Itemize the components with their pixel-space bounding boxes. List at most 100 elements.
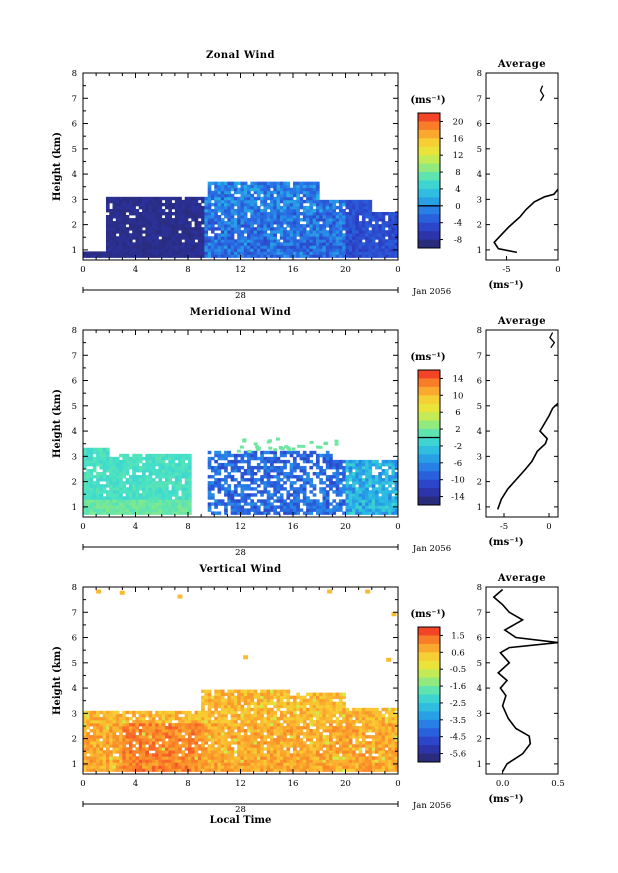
heatmap-cell	[276, 756, 281, 760]
heatmap-cell	[168, 713, 172, 718]
heatmap-cell	[174, 462, 179, 467]
heatmap-cell	[105, 502, 110, 506]
heatmap-cell	[207, 450, 212, 455]
heatmap-cell	[188, 472, 192, 476]
heatmap-cell	[266, 732, 271, 736]
heatmap-cell	[174, 478, 179, 482]
heatmap-cell	[89, 722, 94, 727]
heatmap-cell	[158, 215, 163, 219]
heatmap-cell	[171, 729, 176, 733]
heatmap-cell	[161, 759, 166, 763]
heatmap-cell	[181, 230, 186, 234]
heatmap-cell	[227, 242, 232, 246]
heatmap-cell	[181, 248, 186, 252]
heatmap-cell	[112, 205, 117, 210]
heatmap-cell	[184, 224, 189, 228]
heatmap-cell	[148, 475, 153, 479]
heatmap-cell	[161, 753, 166, 757]
heatmap-cell	[237, 508, 241, 512]
heatmap-cell	[105, 505, 110, 509]
heatmap-cell	[168, 502, 172, 506]
heatmap-cell	[270, 190, 274, 195]
heatmap-cell	[112, 202, 117, 207]
heatmap-cell	[309, 465, 314, 470]
heatmap-cell	[342, 472, 346, 476]
heatmap-cell	[325, 456, 330, 461]
heatmap-cell	[338, 205, 343, 210]
heatmap-cell	[315, 184, 320, 189]
heatmap-cell	[178, 722, 182, 727]
heatmap-cell	[260, 493, 264, 497]
heatmap-cell	[188, 215, 192, 219]
heatmap-cell	[273, 239, 277, 243]
heatmap-cell	[148, 493, 153, 497]
heatmap-cell	[122, 725, 127, 730]
heatmap-cell	[358, 475, 363, 479]
heatmap-cell	[342, 511, 346, 515]
heatmap-cell	[191, 765, 195, 769]
heatmap-cell	[148, 248, 153, 252]
heatmap-cell	[224, 502, 228, 506]
heatmap-cell	[125, 756, 130, 760]
heatmap-cell	[102, 462, 107, 467]
heatmap-cell	[89, 729, 94, 733]
heatmap-cell	[260, 230, 264, 234]
heatmap-cell	[158, 502, 163, 506]
heatmap-cell	[178, 251, 182, 255]
x-tick-label: 12	[235, 265, 246, 275]
heatmap-cell	[260, 692, 264, 697]
heatmap-cell	[224, 190, 228, 195]
heatmap-cell	[309, 187, 314, 192]
heatmap-cell	[220, 753, 225, 757]
heatmap-cell	[194, 199, 199, 204]
heatmap-cell	[276, 768, 281, 772]
heatmap-cell	[273, 202, 277, 207]
heatmap-cell	[174, 487, 179, 491]
heatmap-cell	[306, 208, 310, 213]
heatmap-cell	[309, 215, 314, 219]
heatmap-cell	[142, 236, 146, 240]
heatmap-cell	[151, 215, 156, 219]
heatmap-cell	[227, 729, 232, 733]
heatmap-cell	[352, 199, 356, 204]
heatmap-cell	[128, 245, 133, 249]
heatmap-cell	[142, 484, 146, 488]
heatmap-cell	[273, 187, 277, 192]
heatmap-cell	[142, 490, 146, 494]
heatmap-cell	[256, 181, 261, 186]
heatmap-cell	[171, 242, 176, 246]
heatmap-cell	[148, 224, 153, 228]
heatmap-cell	[161, 493, 166, 497]
heatmap-cell	[125, 218, 130, 222]
heatmap-cell	[220, 462, 225, 467]
heatmap-cell	[102, 722, 107, 727]
heatmap-cell	[132, 218, 136, 222]
heatmap-cell	[188, 481, 192, 485]
heatmap-cell	[207, 221, 212, 225]
heatmap-cell	[365, 484, 369, 488]
heatmap-cell	[220, 211, 225, 216]
heatmap-cell	[315, 465, 320, 470]
heatmap-cell	[197, 233, 202, 237]
heatmap-cell	[365, 199, 369, 204]
heatmap-cell	[309, 478, 314, 482]
heatmap-cell	[391, 478, 396, 482]
heatmap-cell	[181, 233, 186, 237]
heatmap-cells	[83, 437, 399, 515]
heatmap-cell	[168, 741, 172, 745]
heatmap-cell	[109, 221, 113, 225]
heatmap-cell	[132, 502, 136, 506]
heatmap-cell	[266, 719, 271, 724]
heatmap-cell	[266, 759, 271, 763]
heatmap-cell	[247, 462, 251, 467]
heatmap-cell	[181, 719, 186, 724]
heatmap-cell	[237, 765, 241, 769]
heatmap-cell	[161, 496, 166, 500]
heatmap-cell	[283, 502, 287, 506]
heatmap-cell	[256, 215, 261, 219]
heatmap-cell	[273, 215, 277, 219]
heatmap-cell	[165, 224, 169, 228]
heatmap-cell	[155, 199, 159, 204]
heatmap-cell	[345, 462, 350, 467]
heatmap-cell	[168, 499, 172, 503]
